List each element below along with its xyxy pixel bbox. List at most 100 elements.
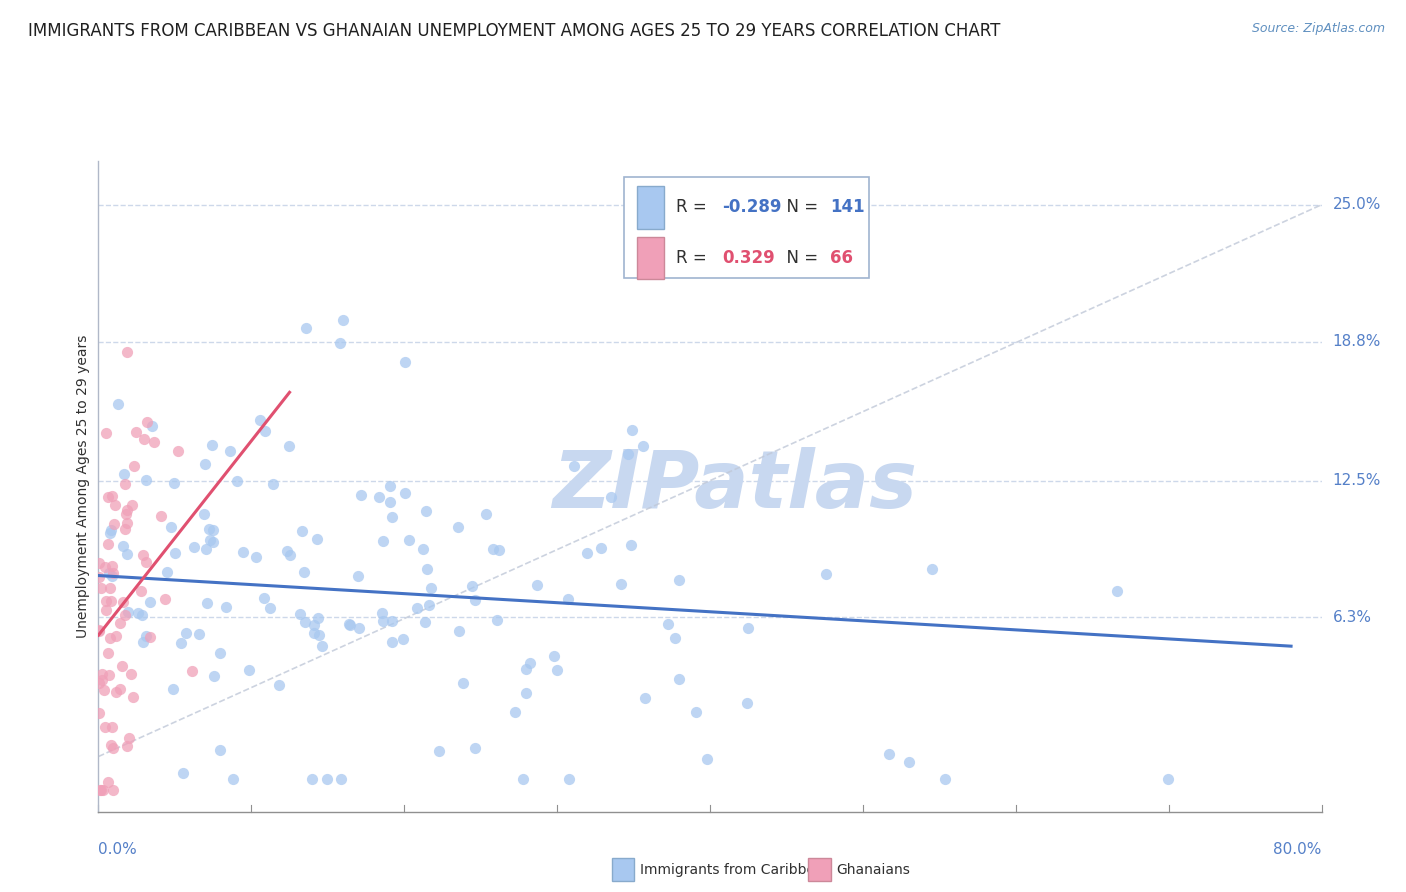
Point <box>98 668 121 682</box>
Text: ZIPatlas: ZIPatlas <box>553 447 917 525</box>
Point <box>94 425 117 440</box>
Point <box>115 547 138 561</box>
Point <box>160 520 183 534</box>
Point <box>294 321 316 335</box>
Point <box>259 601 281 615</box>
Point <box>108 681 131 696</box>
Point <box>103 517 125 532</box>
Point <box>201 523 224 537</box>
Point <box>94 719 117 733</box>
Point <box>117 345 139 359</box>
Point <box>100 581 122 595</box>
Point <box>135 415 157 429</box>
Point <box>349 621 371 635</box>
Point <box>591 541 613 555</box>
Point <box>208 743 231 757</box>
Point <box>238 664 260 678</box>
FancyBboxPatch shape <box>624 177 869 277</box>
Point <box>515 662 537 676</box>
Point <box>302 625 325 640</box>
Text: IMMIGRANTS FROM CARIBBEAN VS GHANAIAN UNEMPLOYMENT AMONG AGES 25 TO 29 YEARS COR: IMMIGRANTS FROM CARIBBEAN VS GHANAIAN UN… <box>28 22 1001 40</box>
Point <box>132 635 155 649</box>
Point <box>371 606 394 620</box>
Point <box>112 467 135 482</box>
Point <box>127 606 149 620</box>
Point <box>416 562 439 576</box>
Point <box>129 584 152 599</box>
Point <box>111 658 134 673</box>
Point <box>503 705 526 719</box>
Point <box>668 672 690 686</box>
Point <box>461 579 484 593</box>
Point <box>139 630 162 644</box>
Text: R =: R = <box>676 198 711 216</box>
Point <box>381 510 404 524</box>
Point <box>100 489 122 503</box>
Point <box>557 592 579 607</box>
Point <box>218 444 240 458</box>
Point <box>101 741 124 756</box>
Point <box>135 473 157 487</box>
Point <box>91 673 114 688</box>
Point <box>195 596 218 610</box>
Point <box>278 548 301 562</box>
Point <box>90 667 112 681</box>
Point <box>201 438 224 452</box>
Point <box>332 313 354 327</box>
Point <box>232 544 254 558</box>
Point <box>668 573 690 587</box>
Point <box>294 615 316 629</box>
Point <box>117 731 139 745</box>
Point <box>135 555 157 569</box>
Point <box>609 577 631 591</box>
Point <box>488 543 510 558</box>
Point <box>89 782 111 797</box>
Point <box>657 617 679 632</box>
Point <box>557 772 579 786</box>
Point <box>631 439 654 453</box>
Point <box>337 617 360 632</box>
Point <box>373 533 395 548</box>
Point <box>346 569 368 583</box>
Bar <box>637 186 664 228</box>
Point <box>378 479 401 493</box>
Point <box>1157 772 1180 786</box>
Point <box>412 542 434 557</box>
Point <box>87 623 110 637</box>
Point <box>131 607 153 622</box>
Point <box>115 516 138 531</box>
Point <box>163 475 186 490</box>
Point <box>194 458 217 472</box>
Point <box>101 566 124 580</box>
Point <box>1107 584 1129 599</box>
Text: Ghanaians: Ghanaians <box>837 863 911 877</box>
Point <box>90 782 112 797</box>
Point <box>89 556 111 570</box>
Point <box>620 538 643 552</box>
Point <box>685 705 707 719</box>
Point <box>107 397 129 411</box>
Point <box>155 566 177 580</box>
Point <box>222 772 245 786</box>
Point <box>486 613 509 627</box>
Point <box>202 534 225 549</box>
Text: 0.329: 0.329 <box>723 249 775 267</box>
Point <box>98 566 121 580</box>
Point <box>100 738 122 752</box>
Text: 66: 66 <box>830 249 853 267</box>
Point <box>633 691 655 706</box>
Text: 6.3%: 6.3% <box>1333 610 1372 625</box>
Point <box>170 636 193 650</box>
Point <box>617 447 640 461</box>
Point <box>921 562 943 576</box>
Point <box>276 543 298 558</box>
Point <box>93 559 115 574</box>
Point <box>121 499 143 513</box>
Point <box>114 607 136 622</box>
Point <box>290 607 312 621</box>
Point <box>378 495 401 509</box>
Point <box>373 614 395 628</box>
Point <box>97 490 120 504</box>
Point <box>122 458 145 473</box>
Text: Immigrants from Caribbean: Immigrants from Caribbean <box>640 863 832 877</box>
